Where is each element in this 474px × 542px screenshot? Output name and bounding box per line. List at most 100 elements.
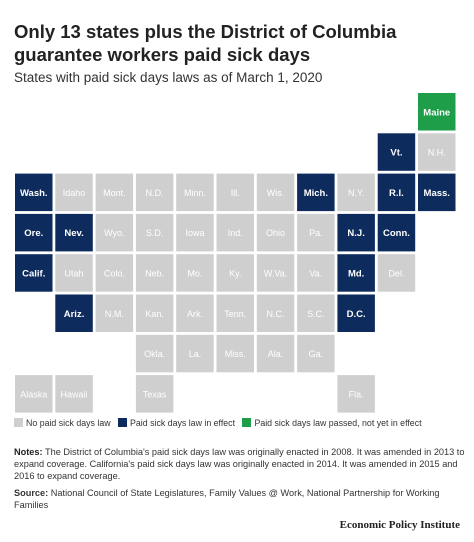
tile-ore: Ore.	[15, 213, 53, 252]
tile-wis: Wis.	[256, 173, 295, 212]
tile-label-wis: Wis.	[267, 188, 285, 198]
tile-label-miss: Miss.	[225, 349, 246, 359]
tile-label-iowa: Iowa	[185, 228, 204, 238]
tile-mo: Mo.	[176, 254, 214, 292]
tile-rect-n-j	[337, 213, 375, 252]
tile-wyo: Wyo.	[95, 213, 134, 252]
tile-rect-wash	[15, 173, 53, 212]
tile-label-ill: Ill.	[231, 188, 240, 198]
tile-nev: Nev.	[55, 213, 93, 252]
tile-vt: Vt.	[377, 133, 416, 171]
tile-label-pa: Pa.	[309, 228, 323, 238]
legend-label-effect: Paid sick days law in effect	[130, 418, 236, 428]
tile-rect-wis	[256, 173, 295, 212]
tile-d-c: D.C.	[337, 294, 375, 332]
tile-hawaii: Hawaii	[55, 375, 93, 413]
tile-rect-ind	[216, 213, 254, 252]
tile-rect-n-m	[95, 294, 134, 332]
tile-label-mo: Mo.	[187, 268, 202, 278]
tile-rect-nev	[55, 213, 93, 252]
legend: No paid sick days law Paid sick days law…	[14, 418, 474, 428]
legend-label-none: No paid sick days law	[26, 418, 111, 428]
tile-rect-n-h	[418, 133, 456, 171]
tile-label-fla: Fla.	[349, 389, 364, 399]
tile-md: Md.	[337, 254, 375, 292]
tile-pa: Pa.	[297, 213, 335, 252]
tile-label-calif: Calif.	[22, 268, 45, 279]
tile-conn: Conn.	[377, 213, 416, 252]
legend-item-none: No paid sick days law	[14, 418, 111, 428]
tile-label-hawaii: Hawaii	[61, 389, 88, 399]
tile-rect-s-c	[297, 294, 335, 332]
tile-label-mont: Mont.	[103, 188, 126, 198]
tile-label-maine: Maine	[423, 107, 450, 118]
tile-label-neb: Neb.	[145, 268, 164, 278]
legend-label-passed: Paid sick days law passed, not yet in ef…	[254, 418, 422, 428]
tile-label-n-d: N.D.	[146, 188, 164, 198]
tile-label-la: La.	[189, 349, 202, 359]
tile-alaska: Alaska	[15, 375, 53, 413]
tile-label-minn: Minn.	[184, 188, 206, 198]
chart-subtitle: States with paid sick days laws as of Ma…	[14, 70, 323, 85]
tile-r-i: R.I.	[377, 173, 416, 212]
tile-label-mich: Mich.	[304, 188, 328, 199]
tile-mich: Mich.	[297, 173, 335, 212]
tile-ind: Ind.	[216, 213, 254, 252]
tile-ga: Ga.	[297, 334, 335, 373]
tile-rect-miss	[216, 334, 254, 373]
tile-ariz: Ariz.	[55, 294, 93, 332]
legend-item-passed: Paid sick days law passed, not yet in ef…	[242, 418, 422, 428]
tile-label-md: Md.	[348, 268, 364, 279]
tile-label-ala: Ala.	[268, 349, 284, 359]
tile-rect-iowa	[176, 213, 214, 252]
tile-n-y: N.Y.	[337, 173, 375, 212]
tile-iowa: Iowa	[176, 213, 214, 252]
tile-maine: Maine	[418, 93, 456, 131]
tile-label-wash: Wash.	[20, 188, 48, 199]
tile-label-okla: Okla.	[144, 349, 165, 359]
tile-rect-s-d	[135, 213, 174, 252]
tile-rect-w-va	[256, 254, 295, 292]
notes-label: Notes:	[14, 447, 43, 457]
tile-rect-ohio	[256, 213, 295, 252]
tile-rect-n-y	[337, 173, 375, 212]
tile-n-h: N.H.	[418, 133, 456, 171]
tile-rect-colo	[95, 254, 134, 292]
tile-rect-r-i	[377, 173, 416, 212]
tile-rect-mont	[95, 173, 134, 212]
tile-ky: Ky.	[216, 254, 254, 292]
tile-w-va: W.Va.	[256, 254, 295, 292]
source: Source: National Council of State Legisl…	[14, 487, 466, 511]
tile-rect-ga	[297, 334, 335, 373]
tile-rect-ill	[216, 173, 254, 212]
tile-rect-d-c	[337, 294, 375, 332]
tile-rect-n-c	[256, 294, 295, 332]
tile-label-ark: Ark.	[187, 309, 203, 319]
tile-label-texas: Texas	[143, 389, 167, 399]
tile-rect-texas	[135, 375, 174, 413]
tile-label-d-c: D.C.	[347, 309, 366, 320]
tile-texas: Texas	[135, 375, 174, 413]
tile-kan: Kan.	[135, 294, 174, 332]
legend-item-effect: Paid sick days law in effect	[118, 418, 235, 428]
tile-rect-okla	[135, 334, 174, 373]
tile-rect-wyo	[95, 213, 134, 252]
tile-mass: Mass.	[418, 173, 456, 212]
tile-label-s-d: S.D.	[146, 228, 164, 238]
tile-colo: Colo.	[95, 254, 134, 292]
tile-n-d: N.D.	[135, 173, 174, 212]
tile-map: Maine Vt. N.H. Wash. Idaho Mont. N.D. Minn. Ill.…	[15, 93, 456, 413]
tile-rect-idaho	[55, 173, 93, 212]
tile-rect-minn	[176, 173, 214, 212]
tile-label-colo: Colo.	[104, 268, 125, 278]
tile-ill: Ill.	[216, 173, 254, 212]
chart-title: Only 13 states plus the District of Colu…	[14, 21, 397, 65]
tile-rect-mich	[297, 173, 335, 212]
tile-label-utah: Utah	[65, 268, 84, 278]
tile-calif: Calif.	[15, 254, 53, 292]
tile-rect-va	[297, 254, 335, 292]
tile-rect-n-d	[135, 173, 174, 212]
tile-label-n-j: N.J.	[347, 228, 364, 239]
tile-idaho: Idaho	[55, 173, 93, 212]
tile-ala: Ala.	[256, 334, 295, 373]
